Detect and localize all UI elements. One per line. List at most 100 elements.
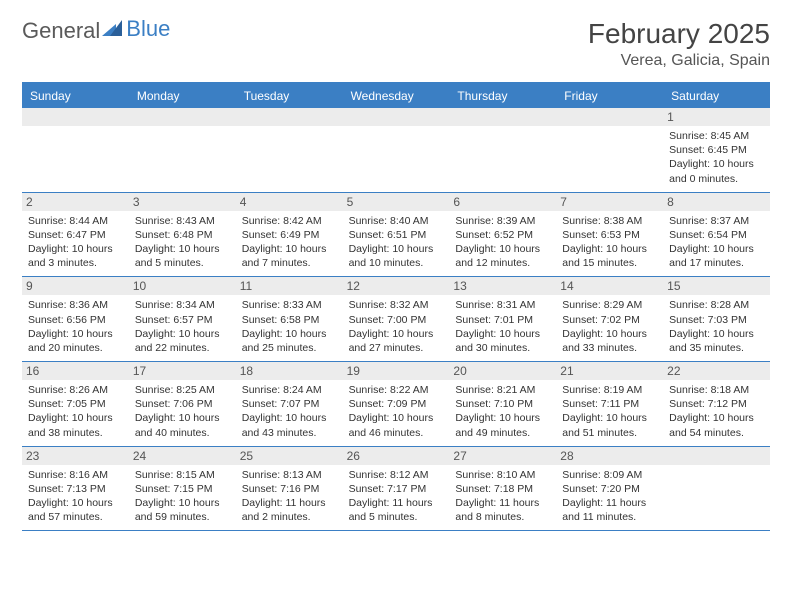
daylight-text: Daylight: 11 hours and 2 minutes. [242, 496, 337, 524]
day-cell: 11 Sunrise: 8:33 AMSunset: 6:58 PMDayligh… [236, 277, 343, 361]
daylight-text: Daylight: 10 hours and 7 minutes. [242, 242, 337, 270]
day-info: Sunrise: 8:33 AMSunset: 6:58 PMDaylight:… [242, 298, 337, 355]
day-number: 22 [663, 362, 770, 380]
daylight-text: Daylight: 10 hours and 59 minutes. [135, 496, 230, 524]
sunrise-text: Sunrise: 8:34 AM [135, 298, 230, 312]
month-title: February 2025 [588, 18, 770, 50]
day-number: 15 [663, 277, 770, 295]
daylight-text: Daylight: 10 hours and 5 minutes. [135, 242, 230, 270]
daylight-text: Daylight: 10 hours and 10 minutes. [349, 242, 444, 270]
day-info: Sunrise: 8:16 AMSunset: 7:13 PMDaylight:… [28, 468, 123, 525]
location-label: Verea, Galicia, Spain [588, 52, 770, 70]
day-cell: 25Sunrise: 8:13 AMSunset: 7:16 PMDayligh… [236, 447, 343, 531]
sunset-text: Sunset: 6:57 PM [135, 313, 230, 327]
day-number: 21 [556, 362, 663, 380]
day-cell: . [22, 108, 129, 192]
day-cell: 8 Sunrise: 8:37 AMSunset: 6:54 PMDaylight… [663, 193, 770, 277]
day-number: . [129, 108, 236, 126]
sunrise-text: Sunrise: 8:39 AM [455, 214, 550, 228]
day-info: Sunrise: 8:40 AMSunset: 6:51 PMDaylight:… [349, 214, 444, 271]
day-info: Sunrise: 8:37 AMSunset: 6:54 PMDaylight:… [669, 214, 764, 271]
day-number: 16 [22, 362, 129, 380]
sunrise-text: Sunrise: 8:22 AM [349, 383, 444, 397]
sunrise-text: Sunrise: 8:29 AM [562, 298, 657, 312]
daylight-text: Daylight: 10 hours and 33 minutes. [562, 327, 657, 355]
day-number: 26 [343, 447, 450, 465]
day-cell: 10Sunrise: 8:34 AMSunset: 6:57 PMDayligh… [129, 277, 236, 361]
logo-text-2: Blue [126, 16, 170, 42]
sunset-text: Sunset: 7:00 PM [349, 313, 444, 327]
day-number: 5 [343, 193, 450, 211]
day-cell: 15Sunrise: 8:28 AMSunset: 7:03 PMDayligh… [663, 277, 770, 361]
sunrise-text: Sunrise: 8:13 AM [242, 468, 337, 482]
daylight-text: Daylight: 10 hours and 51 minutes. [562, 411, 657, 439]
day-info: Sunrise: 8:38 AMSunset: 6:53 PMDaylight:… [562, 214, 657, 271]
day-number: 20 [449, 362, 556, 380]
day-info: Sunrise: 8:10 AMSunset: 7:18 PMDaylight:… [455, 468, 550, 525]
sunset-text: Sunset: 7:07 PM [242, 397, 337, 411]
day-cell: . [343, 108, 450, 192]
sunset-text: Sunset: 7:10 PM [455, 397, 550, 411]
sunrise-text: Sunrise: 8:25 AM [135, 383, 230, 397]
day-info: Sunrise: 8:31 AMSunset: 7:01 PMDaylight:… [455, 298, 550, 355]
sunrise-text: Sunrise: 8:16 AM [28, 468, 123, 482]
weeks-container: ......1Sunrise: 8:45 AMSunset: 6:45 PMDa… [22, 108, 770, 531]
day-header: Tuesday [236, 84, 343, 108]
day-cell: 4Sunrise: 8:42 AMSunset: 6:49 PMDaylight… [236, 193, 343, 277]
sunrise-text: Sunrise: 8:37 AM [669, 214, 764, 228]
calendar: Sunday Monday Tuesday Wednesday Thursday… [22, 82, 770, 531]
header: General Blue February 2025 Verea, Galici… [22, 18, 770, 70]
sunset-text: Sunset: 7:17 PM [349, 482, 444, 496]
sunset-text: Sunset: 7:02 PM [562, 313, 657, 327]
sunset-text: Sunset: 6:47 PM [28, 228, 123, 242]
daylight-text: Daylight: 10 hours and 0 minutes. [669, 157, 764, 185]
week-row: 16Sunrise: 8:26 AMSunset: 7:05 PMDayligh… [22, 362, 770, 447]
sunset-text: Sunset: 7:13 PM [28, 482, 123, 496]
day-number: 8 [663, 193, 770, 211]
sunset-text: Sunset: 7:06 PM [135, 397, 230, 411]
daylight-text: Daylight: 10 hours and 3 minutes. [28, 242, 123, 270]
day-cell: 21Sunrise: 8:19 AMSunset: 7:11 PMDayligh… [556, 362, 663, 446]
daylight-text: Daylight: 10 hours and 20 minutes. [28, 327, 123, 355]
sunrise-text: Sunrise: 8:44 AM [28, 214, 123, 228]
daylight-text: Daylight: 10 hours and 12 minutes. [455, 242, 550, 270]
day-cell: 7Sunrise: 8:38 AMSunset: 6:53 PMDaylight… [556, 193, 663, 277]
day-number: 28 [556, 447, 663, 465]
daylight-text: Daylight: 10 hours and 43 minutes. [242, 411, 337, 439]
day-number: 12 [343, 277, 450, 295]
day-number: 23 [22, 447, 129, 465]
sunset-text: Sunset: 6:54 PM [669, 228, 764, 242]
sunset-text: Sunset: 7:09 PM [349, 397, 444, 411]
day-info: Sunrise: 8:34 AMSunset: 6:57 PMDaylight:… [135, 298, 230, 355]
title-block: February 2025 Verea, Galicia, Spain [588, 18, 770, 70]
logo-mark-icon [102, 18, 122, 44]
daylight-text: Daylight: 10 hours and 57 minutes. [28, 496, 123, 524]
day-header: Thursday [449, 84, 556, 108]
sunset-text: Sunset: 7:03 PM [669, 313, 764, 327]
sunrise-text: Sunrise: 8:38 AM [562, 214, 657, 228]
day-info: Sunrise: 8:44 AMSunset: 6:47 PMDaylight:… [28, 214, 123, 271]
sunrise-text: Sunrise: 8:09 AM [562, 468, 657, 482]
sunrise-text: Sunrise: 8:28 AM [669, 298, 764, 312]
day-cell: 20Sunrise: 8:21 AMSunset: 7:10 PMDayligh… [449, 362, 556, 446]
daylight-text: Daylight: 10 hours and 27 minutes. [349, 327, 444, 355]
day-number: 11 [236, 277, 343, 295]
daylight-text: Daylight: 11 hours and 8 minutes. [455, 496, 550, 524]
daylight-text: Daylight: 10 hours and 22 minutes. [135, 327, 230, 355]
sunset-text: Sunset: 7:20 PM [562, 482, 657, 496]
sunrise-text: Sunrise: 8:24 AM [242, 383, 337, 397]
day-info: Sunrise: 8:09 AMSunset: 7:20 PMDaylight:… [562, 468, 657, 525]
sunrise-text: Sunrise: 8:10 AM [455, 468, 550, 482]
sunset-text: Sunset: 6:52 PM [455, 228, 550, 242]
sunrise-text: Sunrise: 8:45 AM [669, 129, 764, 143]
day-number: . [556, 108, 663, 126]
sunrise-text: Sunrise: 8:12 AM [349, 468, 444, 482]
sunset-text: Sunset: 7:16 PM [242, 482, 337, 496]
day-cell: 3Sunrise: 8:43 AMSunset: 6:48 PMDaylight… [129, 193, 236, 277]
sunset-text: Sunset: 7:11 PM [562, 397, 657, 411]
week-row: 2Sunrise: 8:44 AMSunset: 6:47 PMDaylight… [22, 193, 770, 278]
day-info: Sunrise: 8:25 AMSunset: 7:06 PMDaylight:… [135, 383, 230, 440]
day-number: 6 [449, 193, 556, 211]
day-cell: 6 Sunrise: 8:39 AMSunset: 6:52 PMDaylight… [449, 193, 556, 277]
day-info: Sunrise: 8:29 AMSunset: 7:02 PMDaylight:… [562, 298, 657, 355]
